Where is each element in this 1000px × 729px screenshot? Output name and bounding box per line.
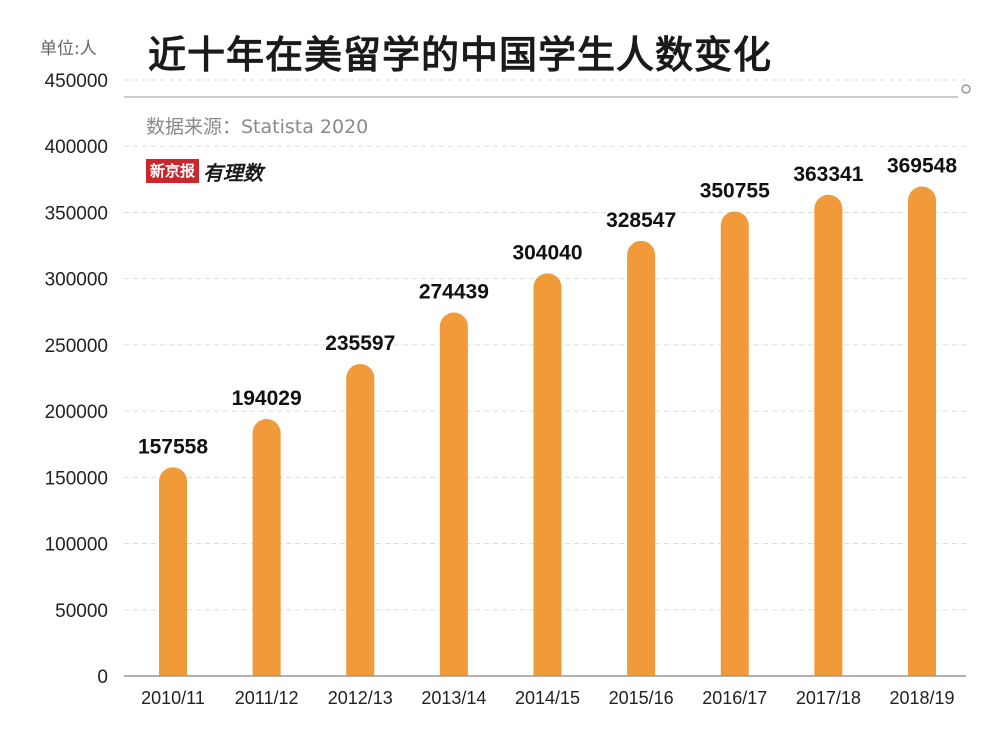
bar-2010-11 bbox=[159, 467, 187, 676]
bar-2015-16 bbox=[627, 240, 656, 676]
data-label: 157558 bbox=[138, 435, 208, 458]
x-axis-ticks: 2010/11 2011/12 2012/13 2013/14 2014/15 2015/… bbox=[141, 688, 954, 708]
x-tick-label: 2014/15 bbox=[515, 688, 580, 708]
x-tick-label: 2018/19 bbox=[889, 688, 954, 708]
bar-2018-19 bbox=[908, 186, 936, 676]
data-label: 194029 bbox=[232, 387, 302, 410]
x-tick-label: 2016/17 bbox=[702, 688, 767, 708]
data-label: 304040 bbox=[512, 241, 582, 264]
y-tick-label: 150000 bbox=[45, 468, 108, 489]
data-labels: 157558 194029 235597 274439 304040 328547 3507… bbox=[138, 155, 957, 459]
x-tick-label: 2010/11 bbox=[141, 688, 205, 708]
x-tick-label: 2015/16 bbox=[609, 688, 674, 708]
y-tick-label: 200000 bbox=[45, 402, 108, 423]
logo-box-text: 新京报 bbox=[146, 159, 200, 183]
bar-2017-18 bbox=[814, 194, 843, 676]
x-tick-label: 2012/13 bbox=[328, 688, 393, 708]
unit-label: 单位:人 bbox=[40, 39, 97, 59]
bar-2014-15 bbox=[533, 273, 562, 676]
y-tick-label: 250000 bbox=[45, 336, 108, 357]
data-label: 369548 bbox=[887, 155, 957, 178]
logo-script-text: 有理数 bbox=[203, 160, 264, 185]
y-axis-ticks: 0 50000 100000 150000 200000 250000 300000 3500… bbox=[45, 71, 108, 688]
y-tick-label: 450000 bbox=[45, 71, 108, 92]
y-tick-label: 400000 bbox=[45, 137, 108, 158]
y-tick-label: 300000 bbox=[45, 270, 108, 291]
publisher-logo: 新京报 有理数 bbox=[146, 158, 264, 185]
source-note: 数据来源：Statista 2020 bbox=[146, 116, 369, 138]
data-label: 274439 bbox=[419, 281, 489, 304]
data-label: 363341 bbox=[793, 163, 863, 186]
y-tick-label: 50000 bbox=[55, 601, 108, 622]
chart-title: 近十年在美留学的中国学生人数变化 bbox=[148, 33, 773, 77]
x-tick-label: 2011/12 bbox=[235, 688, 299, 708]
x-tick-label: 2013/14 bbox=[421, 688, 486, 708]
y-tick-label: 100000 bbox=[45, 535, 108, 556]
data-label: 350755 bbox=[700, 179, 770, 202]
bar-2013-14 bbox=[439, 312, 468, 676]
data-label: 235597 bbox=[325, 332, 395, 355]
bar-2012-13 bbox=[346, 363, 375, 676]
bar-2011-12 bbox=[252, 419, 281, 676]
y-tick-label: 350000 bbox=[45, 203, 108, 224]
x-tick-label: 2017/18 bbox=[796, 688, 861, 708]
bar-2016-17 bbox=[720, 211, 749, 676]
title-divider-end-circle bbox=[961, 84, 971, 94]
bars bbox=[159, 186, 936, 676]
data-label: 328547 bbox=[606, 209, 676, 232]
y-tick-label: 0 bbox=[97, 667, 108, 688]
